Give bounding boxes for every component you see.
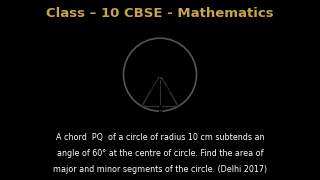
Text: 10 cm: 10 cm xyxy=(161,84,187,93)
Text: O: O xyxy=(156,60,164,70)
Text: major and minor segments of the circle. (Delhi 2017): major and minor segments of the circle. … xyxy=(53,165,267,174)
Text: P: P xyxy=(133,106,139,116)
Text: 60°: 60° xyxy=(153,79,167,88)
Text: Q: Q xyxy=(181,106,189,116)
Text: angle of 60° at the centre of circle. Find the area of: angle of 60° at the centre of circle. Fi… xyxy=(57,149,263,158)
Text: 10 cm: 10 cm xyxy=(133,84,159,93)
Text: Class – 10 CBSE - Mathematics: Class – 10 CBSE - Mathematics xyxy=(46,7,274,21)
Text: R: R xyxy=(157,108,163,117)
Text: A chord  PQ  of a circle of radius 10 cm subtends an: A chord PQ of a circle of radius 10 cm s… xyxy=(56,133,264,142)
